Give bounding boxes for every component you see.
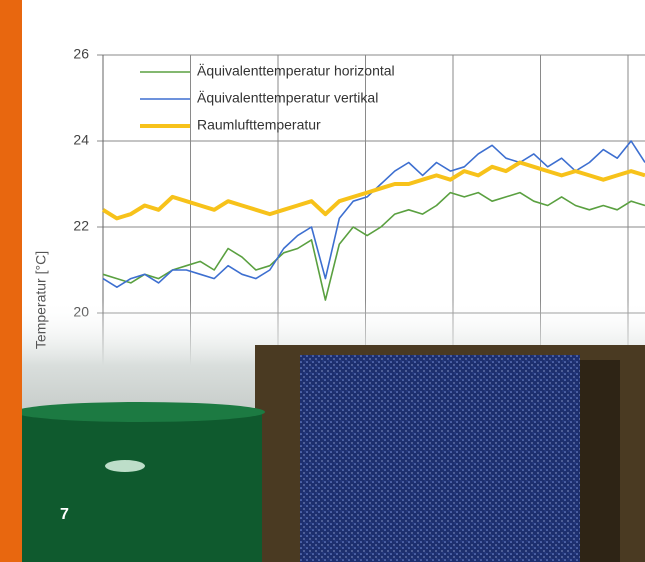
device-edge (580, 360, 620, 562)
y-axis-label: Temperatur [°C] (33, 251, 49, 349)
highlight (105, 460, 145, 472)
photo (15, 300, 645, 562)
page: 20222426Äquivalenttemperatur horizontalÄ… (0, 0, 645, 562)
legend-label: Äquivalenttemperatur horizontal (197, 63, 395, 79)
figure: 20222426Äquivalenttemperatur horizontalÄ… (0, 0, 645, 562)
foam-sensor (300, 355, 580, 562)
legend-label: Raumlufttemperatur (197, 117, 321, 133)
cylinder-rim (15, 402, 265, 422)
y-tick-label: 22 (73, 218, 89, 234)
green-cylinder (22, 405, 262, 562)
figure-number: 7 (60, 506, 69, 523)
side-bar (0, 0, 22, 562)
y-tick-label: 26 (73, 46, 89, 62)
y-tick-label: 24 (73, 132, 89, 148)
legend-label: Äquivalenttemperatur vertikal (197, 90, 378, 106)
